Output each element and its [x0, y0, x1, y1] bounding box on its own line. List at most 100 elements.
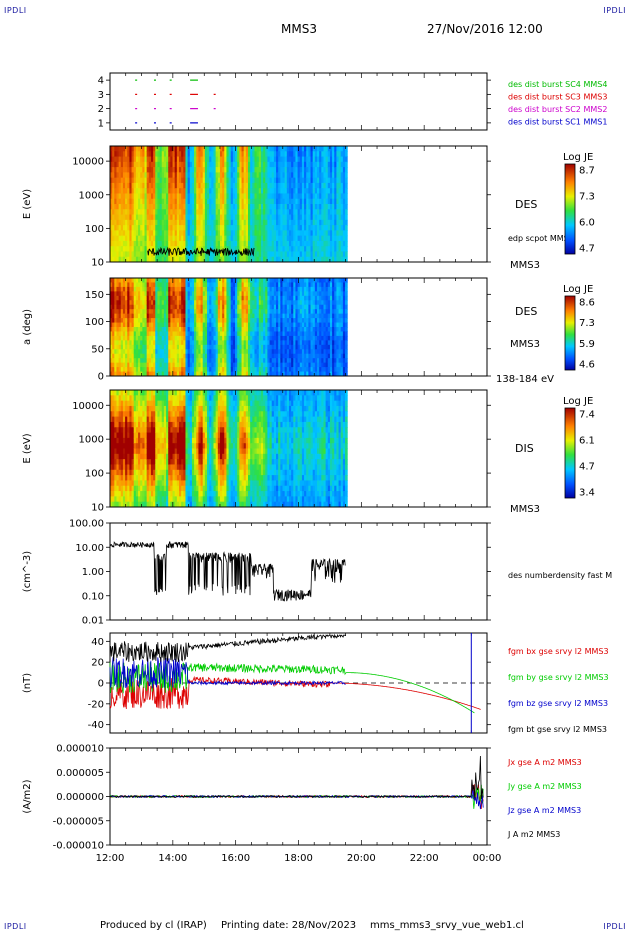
- des-pitch-cell: [185, 286, 189, 292]
- des-energy-cell: [263, 188, 266, 194]
- des-pitch-cell: [254, 309, 258, 315]
- des-energy-cell: [297, 240, 301, 247]
- des-pitch-cell: [168, 318, 171, 324]
- des-pitch-cell: [222, 286, 225, 292]
- des-pitch-cell: [260, 367, 264, 373]
- des-energy-cell: [120, 256, 124, 263]
- des-energy-cell: [155, 198, 158, 205]
- des-pitch-cell: [163, 278, 167, 283]
- des-energy-cell: [144, 146, 148, 152]
- des-pitch-cell: [239, 340, 243, 346]
- des-energy-cell: [219, 188, 223, 194]
- des-pitch-cell: [237, 286, 240, 292]
- des-energy-cell: [142, 146, 145, 152]
- des-energy-cell: [232, 193, 236, 200]
- des-pitch-cell: [241, 335, 245, 341]
- des-energy-cell: [159, 156, 163, 163]
- des-pitch-cell: [196, 358, 199, 364]
- des-energy-cell: [170, 204, 174, 210]
- des-energy-cell: [267, 246, 271, 252]
- des-energy-cell: [174, 156, 178, 163]
- des-energy-cell: [114, 219, 117, 226]
- des-pitch-cell: [321, 344, 324, 350]
- des-pitch-cell: [338, 322, 342, 328]
- des-pitch-cell: [230, 349, 234, 355]
- des-energy-cell: [243, 193, 247, 200]
- des-pitch-cell: [237, 358, 240, 364]
- des-pitch-cell: [191, 371, 195, 377]
- des-energy-cell: [189, 251, 193, 258]
- des-energy-cell: [340, 209, 344, 216]
- des-energy-cell: [122, 151, 126, 158]
- des-pitch-cell: [155, 322, 158, 328]
- des-energy-cell: [133, 167, 137, 173]
- des-energy-cell: [245, 161, 249, 168]
- des-energy-cell: [224, 204, 227, 210]
- des-energy-cell: [155, 182, 158, 189]
- des-pitch-cell: [172, 335, 176, 341]
- des-pitch-cell: [338, 335, 342, 341]
- des-energy-cell: [133, 193, 137, 200]
- des-pitch-cell: [191, 367, 195, 373]
- des-pitch-cell: [166, 362, 169, 368]
- des-pitch-cell: [150, 313, 154, 319]
- des-pitch-cell: [179, 371, 182, 377]
- des-energy-cell: [198, 146, 202, 152]
- des-energy-cell: [319, 209, 322, 216]
- des-pitch-cell: [301, 331, 305, 337]
- des-pitch-cell: [148, 309, 152, 315]
- des-energy-cell: [267, 240, 271, 247]
- des-energy-cell: [280, 182, 284, 189]
- des-pitch-cell: [319, 309, 322, 315]
- des-energy-cell: [248, 214, 251, 221]
- des-energy-cell: [213, 235, 217, 242]
- des-pitch-cell: [140, 295, 143, 301]
- des-pitch-cell: [207, 295, 210, 301]
- des-pitch-cell: [211, 295, 215, 301]
- des-energy-cell: [148, 182, 152, 189]
- des-energy-cell: [146, 198, 150, 205]
- des-pitch-cell: [332, 367, 335, 373]
- des-pitch-cell: [308, 335, 312, 341]
- des-energy-cell: [323, 146, 327, 152]
- des-energy-cell: [291, 182, 294, 189]
- des-pitch-cell: [319, 318, 322, 324]
- des-energy-cell: [306, 230, 309, 237]
- des-energy-cell: [260, 146, 264, 152]
- des-energy-cell: [120, 214, 124, 221]
- des-pitch-cell: [217, 309, 221, 315]
- des-energy-cell: [278, 193, 281, 200]
- des-energy-cell: [340, 167, 344, 173]
- des-energy-cell: [157, 193, 161, 200]
- des-pitch-cell: [235, 282, 238, 288]
- des-pitch-cell: [198, 313, 202, 319]
- des-energy-cell: [286, 246, 290, 252]
- des-pitch-cell: [185, 313, 189, 319]
- des-energy-cell: [146, 225, 150, 231]
- des-pitch-cell: [338, 349, 342, 355]
- des-pitch-cell: [325, 353, 329, 359]
- des-pitch-cell: [288, 278, 292, 283]
- des-energy-cell: [150, 146, 154, 152]
- des-pitch-cell: [297, 358, 301, 364]
- des-pitch-cell: [183, 358, 186, 364]
- des-energy-cell: [127, 182, 130, 189]
- des-energy-cell: [325, 151, 329, 158]
- des-pitch-cell: [273, 318, 277, 324]
- des-pitch-cell: [129, 318, 133, 324]
- des-pitch-cell: [161, 278, 165, 283]
- des-energy-cell: [319, 251, 322, 258]
- des-pitch-cell: [181, 318, 184, 324]
- des-energy-cell: [138, 177, 141, 184]
- des-pitch-cell: [153, 344, 156, 350]
- des-pitch-cell: [260, 327, 264, 332]
- des-energy-cell: [187, 188, 191, 194]
- des-pitch-cell: [263, 353, 266, 359]
- des-pitch-cell: [263, 349, 266, 355]
- des-pitch-cell: [338, 318, 342, 324]
- des-pitch-cell: [150, 358, 154, 364]
- des-pitch-cell: [131, 340, 135, 346]
- des-pitch-cell: [323, 313, 327, 319]
- des-pitch-cell: [174, 313, 178, 319]
- des-energy-cell: [327, 230, 331, 237]
